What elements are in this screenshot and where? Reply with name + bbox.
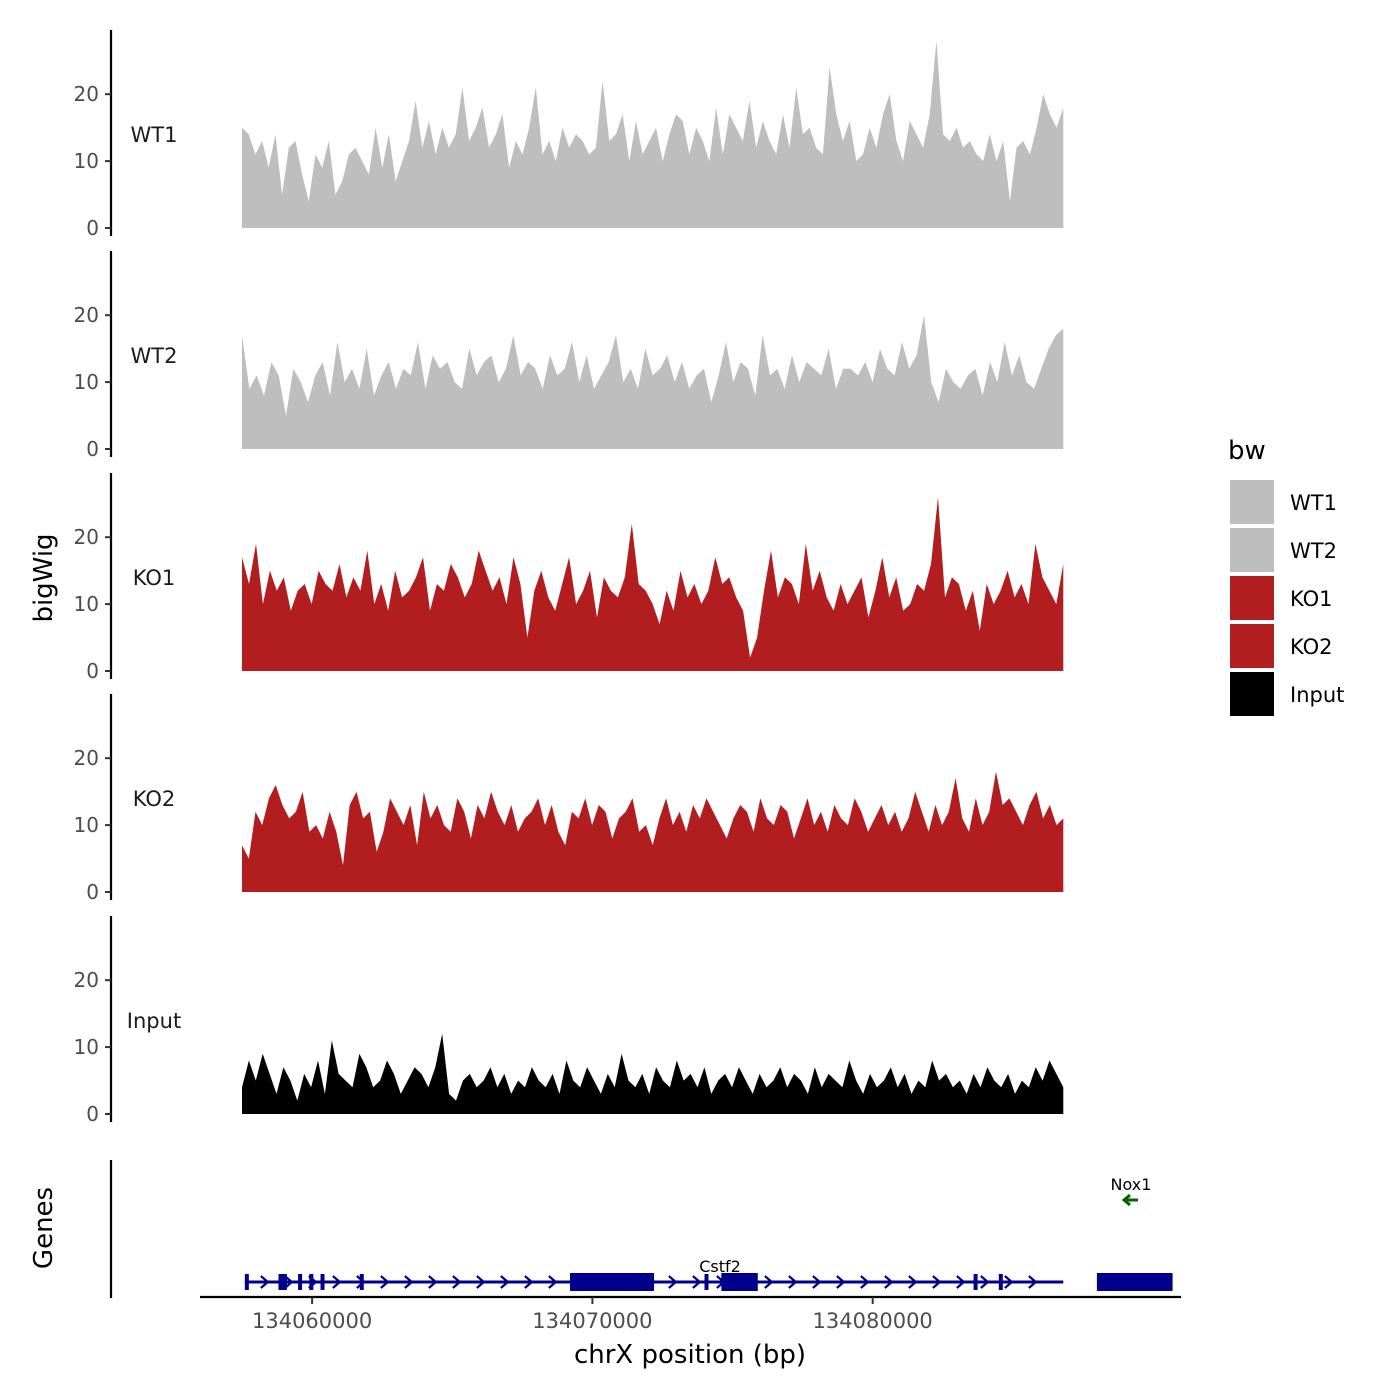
legend-key-ko2	[1230, 624, 1274, 668]
gene-track-panel: Cstf2 Nox1	[109, 1160, 1173, 1298]
track-wt1: 0 10 20 WT1	[74, 30, 1064, 240]
x-tick-label: 134070000	[532, 1309, 652, 1333]
track-panels: 0 10 20 WT1 0 10 20 WT2 0 10 20 KO1 0 10 20 KO2 0 10 20 Inp…	[74, 30, 1064, 1126]
strand-arrow	[356, 1275, 366, 1289]
track-input: 0 10 20 Input	[74, 916, 1064, 1126]
strand-arrow	[860, 1275, 870, 1289]
y-tick-label: 20	[74, 303, 99, 327]
track-ko1: 0 10 20 KO1	[74, 473, 1064, 683]
strand-arrow	[764, 1275, 774, 1289]
gene-label-nox1: Nox1	[1111, 1175, 1152, 1194]
legend-key-input	[1230, 672, 1274, 716]
track-wt2: 0 10 20 WT2	[74, 251, 1064, 461]
gene-cstf2: Cstf2	[244, 1257, 1173, 1291]
y-tick-label: 20	[74, 525, 99, 549]
y-tick-label: 0	[86, 216, 99, 240]
gene-exon	[973, 1274, 978, 1290]
gene-exon	[278, 1274, 287, 1290]
legend-label-ko1: KO1	[1290, 587, 1333, 611]
y-tick-label: 10	[74, 592, 99, 616]
track-label: WT1	[131, 123, 178, 147]
gene-exon	[704, 1274, 709, 1290]
strand-arrow	[980, 1275, 990, 1289]
y-tick-label: 20	[74, 82, 99, 106]
strand-arrow	[548, 1275, 558, 1289]
strand-arrow	[332, 1275, 342, 1289]
legend-label-wt2: WT2	[1290, 539, 1337, 563]
gene-exon	[320, 1274, 325, 1290]
gene-exon	[298, 1274, 303, 1290]
legend-label-ko2: KO2	[1290, 635, 1333, 659]
x-axis-title: chrX position (bp)	[574, 1340, 806, 1370]
y-axis-title: bigWig	[29, 533, 59, 622]
y-tick-label: 0	[86, 659, 99, 683]
y-tick-label: 20	[74, 968, 99, 992]
gene-exon	[359, 1274, 364, 1290]
strand-arrow	[260, 1275, 270, 1289]
strand-arrow	[1028, 1275, 1038, 1289]
gene-exon	[998, 1274, 1003, 1290]
strand-arrow	[908, 1275, 918, 1289]
gene-exon	[1096, 1273, 1173, 1291]
nox1-arrow	[1121, 1193, 1131, 1207]
x-tick-label: 134060000	[252, 1309, 372, 1333]
legend-key-wt1	[1230, 480, 1274, 524]
gene-exon	[309, 1274, 314, 1290]
legend-label-wt1: WT1	[1290, 491, 1337, 515]
coverage-area-ko2	[242, 771, 1064, 892]
strand-arrow	[812, 1275, 822, 1289]
track-label: KO2	[133, 787, 176, 811]
x-tick-label: 134080000	[813, 1309, 933, 1333]
strand-arrow	[668, 1275, 678, 1289]
coverage-area-wt2	[242, 315, 1064, 449]
y-tick-label: 10	[74, 813, 99, 837]
y-tick-label: 10	[74, 1035, 99, 1059]
y-tick-label: 10	[74, 149, 99, 173]
y-tick-label: 20	[74, 746, 99, 770]
coverage-area-input	[242, 1033, 1064, 1114]
y-tick-label: 0	[86, 1102, 99, 1126]
track-label: KO1	[133, 566, 176, 590]
y-tick-label: 0	[86, 880, 99, 904]
gene-exon	[721, 1273, 758, 1291]
genes-axis-title: Genes	[29, 1187, 59, 1269]
legend-key-wt2	[1230, 528, 1274, 572]
strand-arrow	[692, 1275, 702, 1289]
strand-arrow	[956, 1275, 966, 1289]
gene-exon	[244, 1274, 249, 1290]
x-axis: 134060000 134070000 134080000	[200, 1295, 1181, 1333]
track-ko2: 0 10 20 KO2	[74, 694, 1064, 904]
track-label: Input	[127, 1009, 181, 1033]
strand-arrow	[500, 1275, 510, 1289]
strand-arrow	[932, 1275, 942, 1289]
strand-arrow	[428, 1275, 438, 1289]
strand-arrow	[284, 1275, 294, 1289]
strand-arrow	[788, 1275, 798, 1289]
track-label: WT2	[131, 344, 178, 368]
y-tick-label: 0	[86, 437, 99, 461]
gene-nox1: Nox1	[1111, 1175, 1152, 1207]
legend-label-input: Input	[1290, 683, 1344, 707]
strand-arrow	[452, 1275, 462, 1289]
strand-arrow	[476, 1275, 486, 1289]
strand-arrow	[1004, 1275, 1014, 1289]
strand-arrow	[524, 1275, 534, 1289]
coverage-area-ko1	[242, 497, 1064, 671]
gene-label-cstf2: Cstf2	[699, 1257, 741, 1276]
strand-arrow	[884, 1275, 894, 1289]
legend-title: bw	[1228, 436, 1266, 466]
gene-exon	[569, 1273, 655, 1291]
strand-arrow	[836, 1275, 846, 1289]
legend: bw WT1 WT2 KO1 KO2 Input	[1228, 436, 1344, 716]
coverage-area-wt1	[242, 40, 1064, 229]
legend-key-ko1	[1230, 576, 1274, 620]
strand-arrow	[404, 1275, 414, 1289]
y-tick-label: 10	[74, 370, 99, 394]
strand-arrow	[380, 1275, 390, 1289]
